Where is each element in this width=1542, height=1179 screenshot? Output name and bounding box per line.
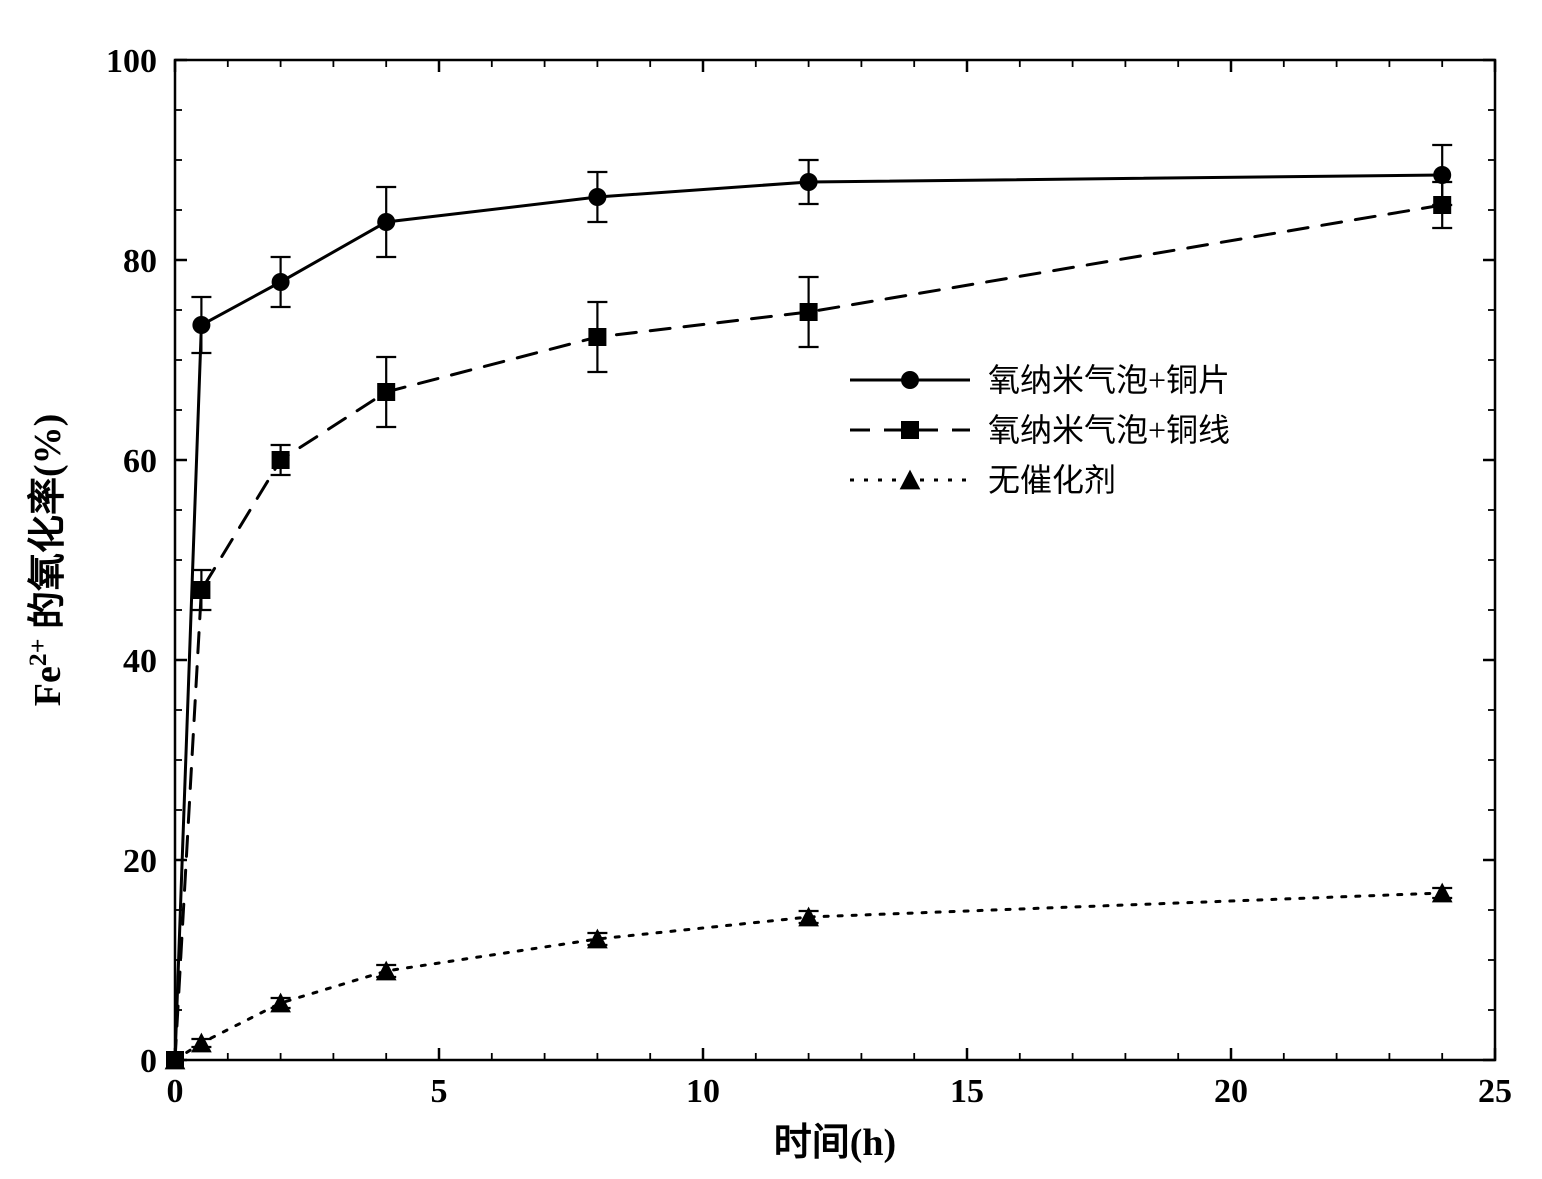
- svg-text:时间(h): 时间(h): [774, 1122, 896, 1164]
- svg-text:5: 5: [431, 1073, 448, 1110]
- svg-text:10: 10: [686, 1073, 720, 1110]
- svg-text:40: 40: [123, 643, 157, 680]
- svg-text:80: 80: [123, 243, 157, 280]
- svg-text:15: 15: [950, 1073, 984, 1110]
- svg-text:0: 0: [140, 1043, 157, 1080]
- svg-text:25: 25: [1478, 1073, 1512, 1110]
- svg-text:氧纳米气泡+铜片: 氧纳米气泡+铜片: [988, 362, 1230, 398]
- svg-text:氧纳米气泡+铜线: 氧纳米气泡+铜线: [988, 412, 1230, 448]
- svg-text:20: 20: [123, 843, 157, 880]
- svg-text:无催化剂: 无催化剂: [988, 462, 1116, 498]
- svg-text:20: 20: [1214, 1073, 1248, 1110]
- svg-text:60: 60: [123, 443, 157, 480]
- svg-text:0: 0: [167, 1073, 184, 1110]
- oxidation-rate-chart: 0510152025020406080100时间(h)Fe2+ 的氧化率(%)氧…: [0, 0, 1542, 1179]
- svg-text:100: 100: [106, 43, 157, 80]
